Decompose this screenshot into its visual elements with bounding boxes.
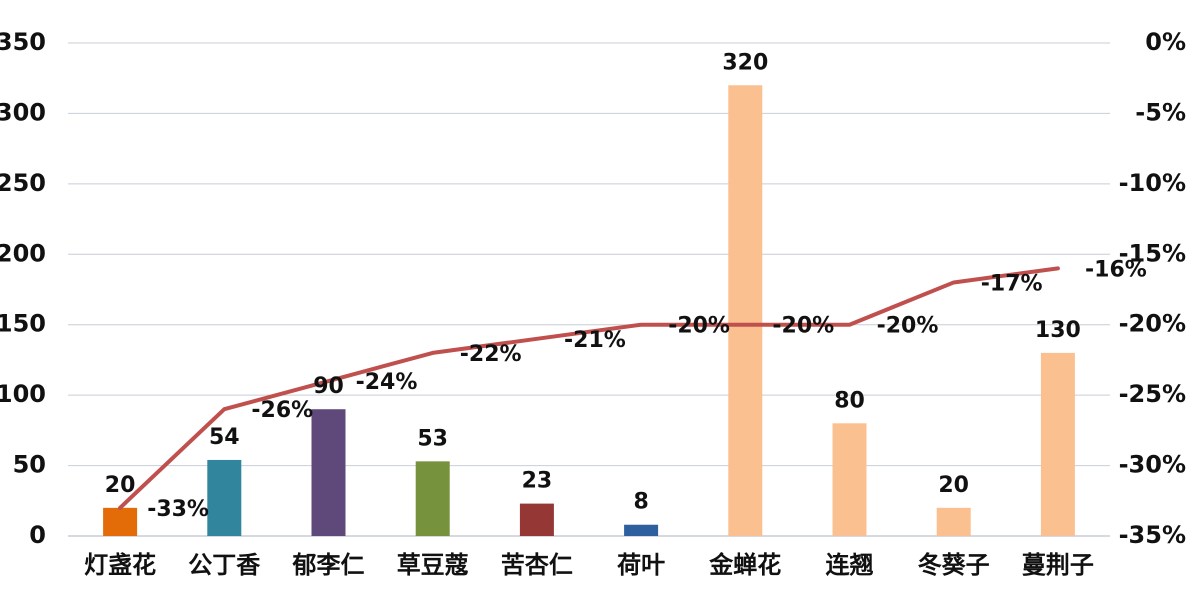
bar: [519, 503, 554, 536]
line-value-label: -20%: [772, 314, 834, 339]
left-y-tick-label: 300: [0, 98, 46, 126]
bar-value-label: 20: [938, 473, 969, 498]
bar: [415, 461, 450, 536]
bar: [936, 507, 971, 536]
grid-layer: [68, 42, 1110, 537]
right-y-tick-label: -5%: [1135, 98, 1186, 126]
x-category-label: 冬葵子: [918, 551, 990, 579]
line-value-label: -20%: [877, 314, 939, 339]
right-y-tick-label: -30%: [1119, 451, 1186, 479]
line-value-label: -33%: [147, 497, 209, 522]
left-y-tick-label: 350: [0, 28, 46, 56]
left-y-tick-label: 200: [0, 239, 46, 267]
left-y-tick-label: 100: [0, 380, 46, 408]
x-category-label: 连翘: [826, 551, 874, 579]
bar-value-label: 320: [722, 50, 768, 75]
x-category-label: 荷叶: [617, 551, 665, 579]
bar-value-label: 20: [105, 473, 136, 498]
line-value-label: -20%: [668, 314, 730, 339]
bar: [624, 524, 659, 536]
right-y-tick-label: -25%: [1119, 380, 1186, 408]
bar-value-label: 8: [633, 490, 648, 515]
line-value-label: -26%: [251, 398, 313, 423]
right-y-tick-label: -10%: [1119, 169, 1186, 197]
left-y-tick-label: 50: [13, 451, 46, 479]
label-layer: 20 54 90 53 23 8 320 80 20 130 -33% -26% -24% -22% -21…: [105, 50, 1147, 522]
bar-layer: [103, 85, 1075, 536]
x-category-label: 草豆蔻: [397, 551, 469, 579]
x-category-label: 金蝉花: [708, 551, 781, 579]
bar: [103, 507, 138, 536]
right-y-tick-label: -15%: [1119, 239, 1186, 267]
right-y-tick-label: 0%: [1145, 28, 1186, 56]
right-y-tick-label: -20%: [1119, 310, 1186, 338]
x-category-label: 郁李仁: [292, 551, 365, 579]
x-category-label: 苦杏仁: [501, 551, 573, 579]
x-category-label: 灯盏花: [84, 551, 156, 579]
line-value-label: -21%: [564, 328, 626, 353]
bar: [207, 459, 242, 536]
bar-value-label: 23: [522, 469, 553, 494]
right-y-tick-label: -35%: [1119, 521, 1186, 549]
bar-value-label: 80: [834, 388, 865, 413]
line-series: [118, 266, 1060, 510]
line-layer: [118, 266, 1060, 510]
bar-value-label: 54: [209, 425, 240, 450]
left-y-tick-label: 250: [0, 169, 46, 197]
bar: [832, 423, 867, 536]
line-value-label: -22%: [460, 342, 522, 367]
left-y-tick-label: 150: [0, 310, 46, 338]
bar-value-label: 130: [1035, 318, 1081, 343]
bar: [728, 85, 763, 536]
bar-value-label: 90: [313, 374, 344, 399]
axis-label-layer: 0 50 100 150 200 250 300 350 -35% -30% -25% -20% -15…: [0, 28, 1186, 579]
line-value-label: -16%: [1085, 257, 1147, 282]
line-value-label: -17%: [981, 271, 1043, 296]
bar: [311, 409, 346, 536]
x-category-label: 公丁香: [188, 551, 261, 579]
line-value-label: -24%: [356, 370, 418, 395]
bar: [1040, 352, 1075, 536]
bar-value-label: 53: [417, 426, 448, 451]
left-y-tick-label: 0: [29, 521, 46, 549]
x-category-label: 蔓荆子: [1022, 551, 1094, 579]
